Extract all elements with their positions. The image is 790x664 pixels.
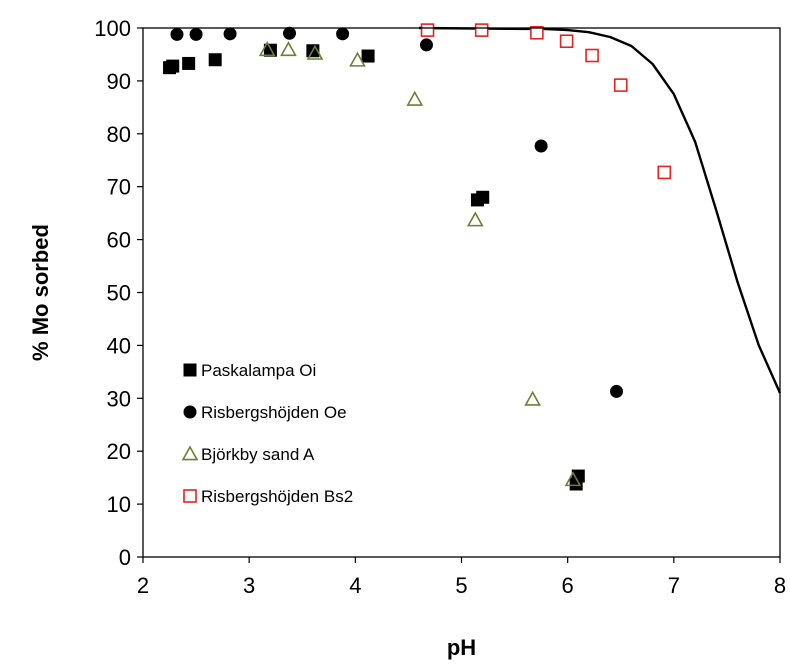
data-point-filled-square <box>476 190 490 204</box>
data-point-filled-circle <box>610 384 624 398</box>
data-point-filled-circle <box>170 27 184 41</box>
x-tick-label: 6 <box>562 573 574 598</box>
series-filled-square-group <box>163 43 585 491</box>
x-tick-label: 3 <box>243 573 255 598</box>
series-filled-circle-group <box>170 26 624 398</box>
legend-label: Björkby sand A <box>201 445 315 464</box>
legend: Paskalampa Oi Risbergshöjden Oe Björkby sa… <box>181 361 353 506</box>
plot-area-frame <box>142 27 781 558</box>
legend-label: Risbergshöjden Bs2 <box>201 487 353 506</box>
legend-swatch-open-triangle <box>181 445 199 461</box>
legend-label: Paskalampa Oi <box>201 361 316 380</box>
data-point-open-triangle <box>306 44 324 60</box>
y-tick-label: 10 <box>107 492 131 517</box>
y-tick-label: 100 <box>94 16 131 41</box>
data-point-filled-square <box>182 56 196 70</box>
y-tick-label: 20 <box>107 439 131 464</box>
x-axis-title: pH <box>447 635 476 660</box>
y-tick-label: 0 <box>119 545 131 570</box>
data-point-open-square <box>613 78 628 92</box>
data-point-open-triangle <box>258 41 276 57</box>
data-point-open-square <box>657 165 672 180</box>
legend-entry: Risbergshöjden Bs2 <box>183 487 353 506</box>
x-tick-label: 2 <box>137 573 149 598</box>
y-tick-label: 40 <box>107 333 131 358</box>
data-point-open-triangle <box>280 41 297 57</box>
x-tick-label: 4 <box>349 573 361 598</box>
legend-swatch-open-square <box>183 489 197 503</box>
data-point-filled-square <box>571 469 585 483</box>
model-fit-curve <box>418 26 782 394</box>
data-point-open-square <box>474 23 489 37</box>
y-tick-label: 90 <box>107 69 131 94</box>
y-axis-title: % Mo sorbed <box>28 224 53 361</box>
data-point-filled-circle <box>419 38 433 52</box>
series-open-triangle-group <box>258 41 582 487</box>
legend-swatch-filled-square <box>183 363 197 377</box>
data-point-filled-circle <box>189 27 203 41</box>
data-point-open-square <box>585 48 599 63</box>
data-point-open-triangle <box>406 90 424 106</box>
data-point-open-square <box>530 25 544 40</box>
y-tick-label: 30 <box>107 386 131 411</box>
data-point-open-triangle <box>564 471 582 487</box>
data-point-filled-circle <box>223 27 237 41</box>
data-point-filled-square <box>208 53 222 67</box>
legend-label: Risbergshöjden Oe <box>201 403 347 422</box>
y-tick-label: 70 <box>107 175 131 200</box>
data-point-filled-square <box>166 59 180 73</box>
x-tick-label: 8 <box>774 573 786 598</box>
data-point-open-triangle <box>524 390 541 406</box>
data-point-filled-square <box>361 49 375 63</box>
data-point-filled-circle <box>534 139 548 153</box>
x-tick-label: 5 <box>455 573 467 598</box>
y-tick-label: 80 <box>107 122 131 147</box>
data-point-open-triangle <box>466 211 484 227</box>
x-tick-label: 7 <box>668 573 680 598</box>
data-point-open-square <box>420 23 435 37</box>
data-point-filled-circle <box>336 27 350 41</box>
legend-entry: Paskalampa Oi <box>183 361 316 380</box>
data-point-open-triangle <box>349 51 366 67</box>
legend-swatch-filled-circle <box>183 405 197 419</box>
y-tick-label: 50 <box>107 281 131 306</box>
series-open-square-group <box>420 23 672 180</box>
legend-entry: Risbergshöjden Oe <box>183 403 347 422</box>
legend-entry: Björkby sand A <box>181 445 315 464</box>
y-tick-label: 60 <box>107 228 131 253</box>
data-point-filled-circle <box>283 26 297 40</box>
data-point-open-square <box>559 34 574 49</box>
